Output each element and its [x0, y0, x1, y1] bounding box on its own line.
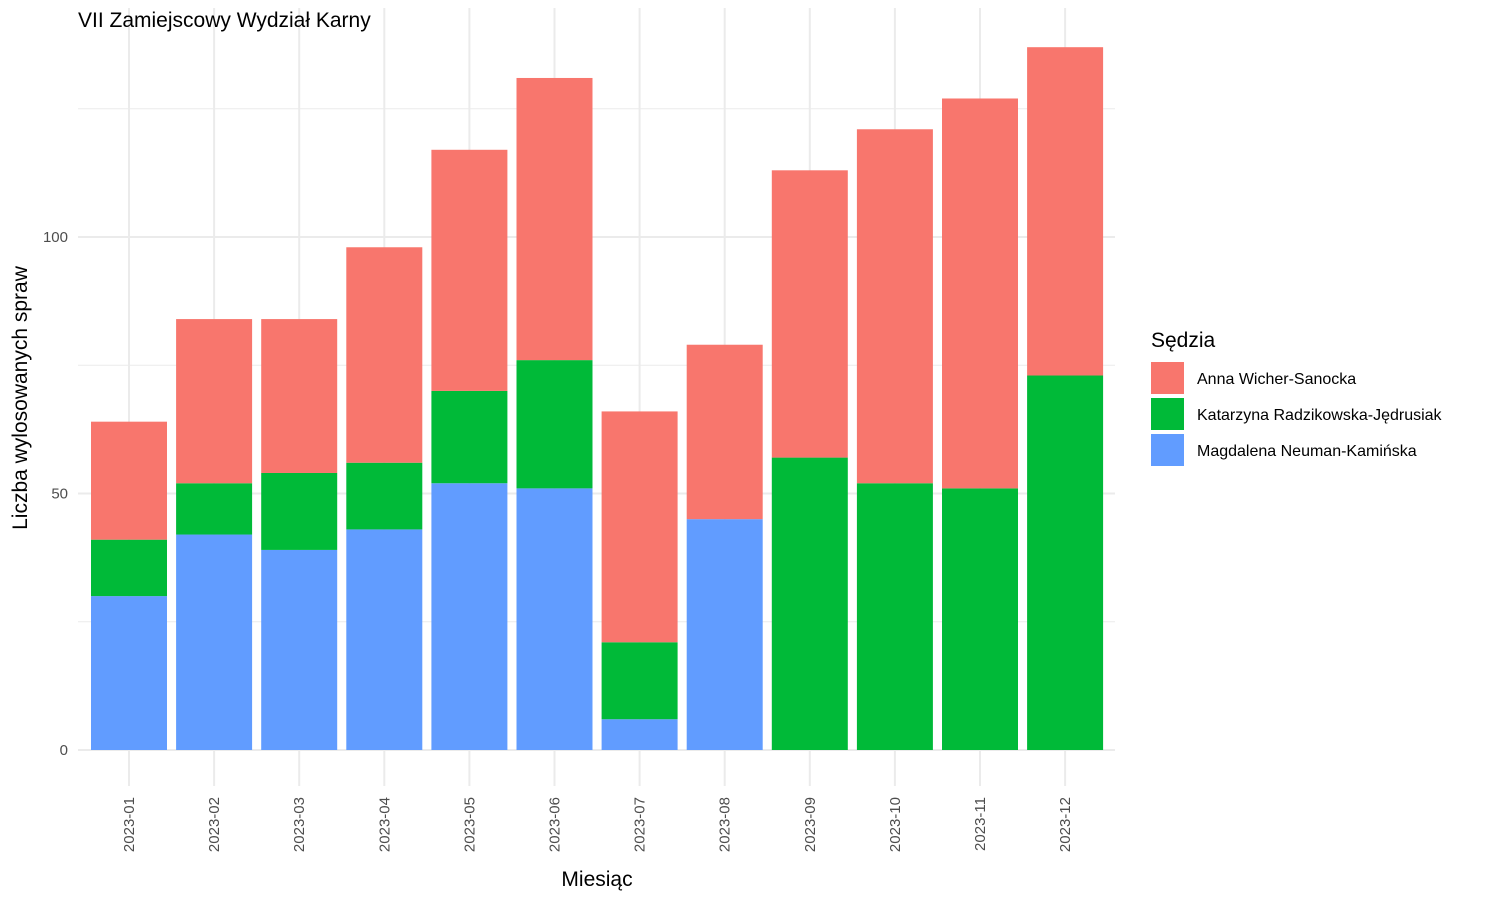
y-tick-label: 50 [51, 486, 68, 503]
y-axis-title: Liczba wylosowanych spraw [9, 265, 32, 530]
bar-segment-2023-03-series-2 [261, 549, 338, 750]
bar-segment-2023-07-series-0 [601, 411, 678, 643]
legend: Sędzia Anna Wicher-Sanocka Katarzyna Radz… [1151, 329, 1443, 466]
bar-segment-2023-06-series-0 [516, 77, 593, 361]
y-tick-label: 0 [60, 742, 68, 759]
bar-segment-2023-07-series-1 [601, 642, 678, 720]
bar-segment-2023-12-series-1 [1027, 375, 1104, 750]
bar-segment-2023-04-series-0 [346, 247, 423, 463]
bar-segment-2023-01-series-0 [91, 421, 167, 540]
bar-segment-2023-11-series-1 [942, 488, 1018, 750]
bars [91, 47, 1104, 750]
y-tick-label: 100 [43, 229, 68, 246]
bar-segment-2023-01-series-1 [91, 539, 167, 597]
bar-segment-2023-06-series-1 [516, 360, 593, 489]
legend-label-0: Anna Wicher-Sanocka [1197, 371, 1356, 388]
bar-segment-2023-02-series-1 [176, 483, 253, 535]
x-tick-label: 2023-02 [206, 797, 223, 852]
x-tick-label: 2023-11 [972, 797, 989, 851]
bar-segment-2023-02-series-0 [176, 319, 253, 484]
x-tick-label: 2023-06 [547, 797, 564, 852]
x-tick-label: 2023-05 [461, 797, 478, 852]
bar-segment-2023-03-series-0 [261, 319, 338, 473]
x-tick-label: 2023-04 [376, 797, 393, 852]
legend-key-1 [1151, 398, 1184, 430]
bar-segment-2023-09-series-0 [771, 170, 848, 458]
chart-title: VII Zamiejscowy Wydział Karny [78, 9, 371, 32]
bar-segment-2023-01-series-2 [91, 596, 167, 750]
bar-segment-2023-10-series-0 [856, 129, 933, 484]
bar-segment-2023-08-series-0 [686, 344, 763, 520]
y-axis-ticks: 0 50 100 [43, 229, 68, 759]
bar-segment-2023-06-series-2 [516, 488, 593, 750]
x-tick-label: 2023-01 [121, 797, 138, 852]
bar-segment-2023-07-series-2 [601, 719, 678, 750]
x-tick-label: 2023-10 [887, 797, 904, 852]
bar-segment-2023-08-series-2 [686, 519, 763, 750]
x-tick-label: 2023-12 [1057, 797, 1074, 852]
bar-segment-2023-05-series-0 [431, 149, 508, 391]
x-tick-label: 2023-03 [291, 797, 308, 852]
legend-label-1: Katarzyna Radzikowska-Jędrusiak [1197, 407, 1443, 424]
x-axis-ticks: 2023-01 2023-02 2023-03 2023-04 2023-05 2023-… [121, 797, 1074, 852]
bar-segment-2023-04-series-1 [346, 462, 423, 530]
legend-label-2: Magdalena Neuman-Kamińska [1197, 443, 1417, 460]
bar-segment-2023-10-series-1 [856, 483, 933, 750]
x-axis-title: Miesiąc [561, 868, 632, 891]
x-tick-label: 2023-07 [632, 797, 649, 852]
bar-segment-2023-05-series-2 [431, 483, 508, 750]
legend-key-0 [1151, 362, 1184, 394]
x-tick-label: 2023-08 [717, 797, 734, 852]
x-tick-label: 2023-09 [802, 797, 819, 852]
bar-segment-2023-04-series-2 [346, 529, 423, 750]
legend-key-2 [1151, 434, 1184, 466]
bar-segment-2023-11-series-0 [942, 98, 1018, 489]
bar-segment-2023-02-series-2 [176, 534, 253, 750]
legend-title: Sędzia [1151, 329, 1216, 352]
bar-segment-2023-12-series-0 [1027, 47, 1104, 376]
bar-segment-2023-03-series-1 [261, 472, 338, 550]
bar-segment-2023-05-series-1 [431, 390, 508, 484]
bar-segment-2023-09-series-1 [771, 457, 848, 750]
